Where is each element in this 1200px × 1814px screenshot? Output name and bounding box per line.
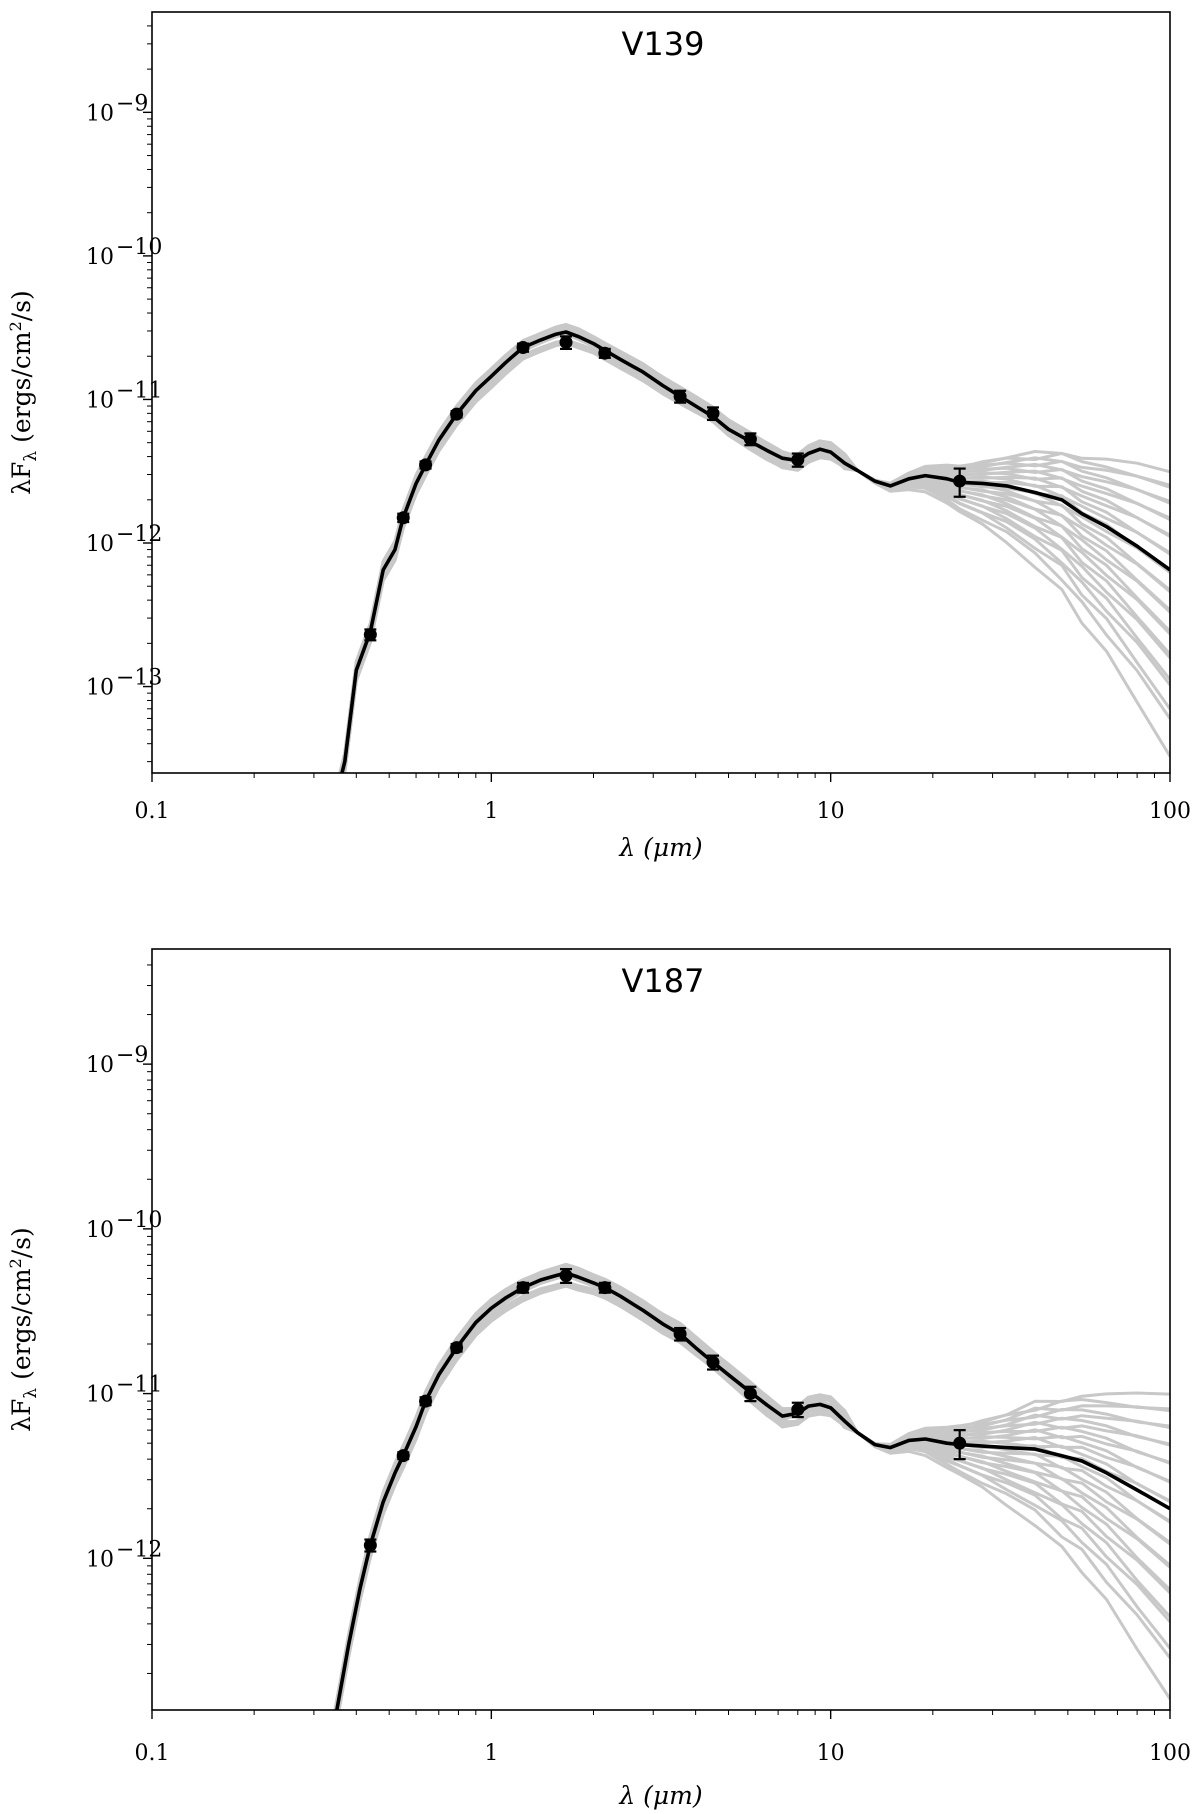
panel-title: V187 xyxy=(622,962,705,1000)
model-sed-line xyxy=(339,324,1170,773)
y-tick-label: 10 xyxy=(86,101,114,126)
model-sed-line xyxy=(339,324,1170,773)
observed-flux-point xyxy=(396,1449,410,1463)
x-tick-label: 10 xyxy=(817,1741,845,1766)
x-tick-label: 1 xyxy=(484,1741,498,1766)
observed-flux-point xyxy=(743,432,757,446)
observed-flux-point xyxy=(516,341,530,355)
model-sed-line xyxy=(339,326,1170,773)
observed-flux-point xyxy=(559,335,573,349)
x-tick-label: 1 xyxy=(484,799,498,824)
model-sed-line xyxy=(339,326,1170,773)
observed-flux-point xyxy=(953,474,967,488)
y-tick-label: 10 xyxy=(86,1218,114,1243)
x-tick-label: 10 xyxy=(817,799,845,824)
observed-flux-point xyxy=(791,453,805,467)
observed-flux-point xyxy=(363,628,377,642)
y-tick-exponent: −11 xyxy=(116,378,162,403)
y-label-units: (ergs/cm xyxy=(7,331,36,451)
y-label-units-superscript: 2 xyxy=(6,321,25,331)
observed-flux-point xyxy=(419,1394,433,1408)
observed-flux-point xyxy=(706,406,720,420)
y-label-units-end: /s) xyxy=(7,290,36,321)
y-tick-label: 10 xyxy=(86,1053,114,1078)
observed-flux-point xyxy=(450,1341,464,1355)
y-tick-exponent: −12 xyxy=(116,1537,162,1562)
y-label-main: λF xyxy=(7,1399,36,1432)
y-tick-label: 10 xyxy=(86,1383,114,1408)
y-tick-exponent: −9 xyxy=(116,91,148,116)
observed-flux-point xyxy=(598,1281,612,1295)
y-label-units-end: /s) xyxy=(7,1227,36,1258)
observed-flux-point xyxy=(419,458,433,472)
observed-flux-point xyxy=(706,1355,720,1369)
observed-flux-point xyxy=(516,1281,530,1295)
observed-flux-point xyxy=(363,1538,377,1552)
observed-flux-point xyxy=(791,1403,805,1417)
y-tick-label: 10 xyxy=(86,388,114,413)
x-axis-label: λ (μm) xyxy=(618,833,702,862)
plot-frame xyxy=(151,948,1171,1711)
x-axis-label: λ (μm) xyxy=(618,1781,702,1810)
y-tick-label: 10 xyxy=(86,1547,114,1572)
y-tick-exponent: −11 xyxy=(116,1373,162,1398)
panel-title: V139 xyxy=(622,25,705,63)
observed-flux-point xyxy=(953,1436,967,1450)
plot-area xyxy=(338,323,1170,773)
x-tick-label: 100 xyxy=(1149,1741,1191,1766)
observed-flux-point xyxy=(396,511,410,525)
x-tick-label: 0.1 xyxy=(135,799,170,824)
observed-flux-point xyxy=(673,1327,687,1341)
x-tick-label: 0.1 xyxy=(135,1741,170,1766)
model-sed-line xyxy=(340,327,1170,773)
best-fit-sed-line xyxy=(340,330,1170,773)
observed-flux-point xyxy=(598,346,612,360)
y-label-units-superscript: 2 xyxy=(6,1258,25,1268)
y-tick-label: 10 xyxy=(86,676,114,701)
y-label-subscript: λ xyxy=(21,1388,41,1399)
y-tick-exponent: −10 xyxy=(116,235,162,260)
y-label-main: λF xyxy=(7,462,36,495)
y-tick-exponent: −13 xyxy=(116,666,162,691)
x-tick-label: 100 xyxy=(1149,799,1191,824)
model-sed-line xyxy=(334,1262,1170,1710)
y-tick-exponent: −10 xyxy=(116,1208,162,1233)
y-axis-label: λFλ (ergs/cm2/s) xyxy=(6,290,41,495)
model-sed-line xyxy=(339,327,1170,773)
y-tick-label: 10 xyxy=(86,245,114,270)
plot-area xyxy=(333,1262,1170,1710)
model-sed-line xyxy=(339,323,1170,773)
plot-frame xyxy=(151,11,1171,774)
y-tick-exponent: −9 xyxy=(116,1043,148,1068)
y-axis-label: λFλ (ergs/cm2/s) xyxy=(6,1227,41,1432)
observed-flux-point xyxy=(743,1387,757,1401)
y-tick-label: 10 xyxy=(86,532,114,557)
observed-flux-point xyxy=(450,407,464,421)
observed-flux-point xyxy=(559,1269,573,1283)
y-tick-exponent: −12 xyxy=(116,522,162,547)
y-label-subscript: λ xyxy=(21,451,41,462)
observed-flux-point xyxy=(673,389,687,403)
y-label-units: (ergs/cm xyxy=(7,1268,36,1388)
